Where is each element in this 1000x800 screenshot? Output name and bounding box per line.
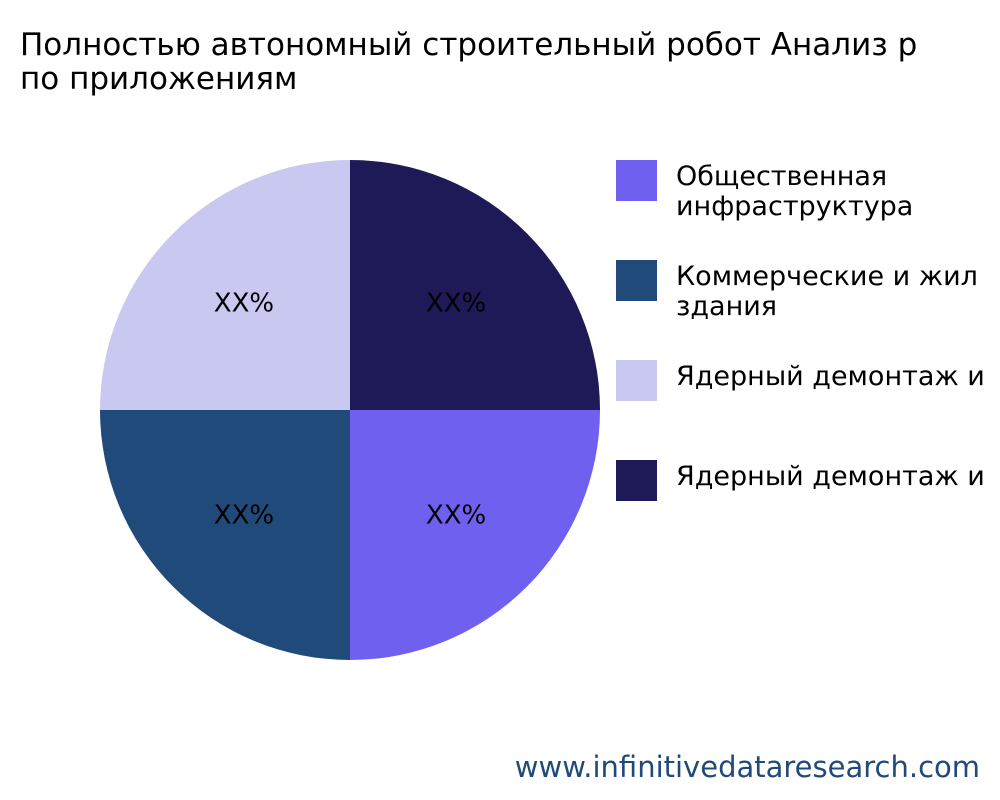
legend-label: Коммерческие и жил здания (676, 261, 978, 322)
data-label: XX% (214, 288, 274, 318)
legend-label: Ядерный демонтаж и (676, 361, 985, 392)
pie-slice (100, 410, 350, 660)
data-label: XX% (426, 501, 486, 531)
pie-slice (350, 160, 600, 410)
legend-swatch (616, 160, 657, 201)
legend-swatch (616, 260, 657, 301)
legend-item: Общественная инфраструктура (616, 160, 1000, 260)
legend-item: Ядерный демонтаж и (616, 360, 1000, 460)
chart: XX% XX% XX% XX% (100, 160, 600, 660)
legend-swatch (616, 360, 657, 401)
legend-label: Ядерный демонтаж и (676, 461, 985, 492)
data-label: XX% (214, 501, 274, 531)
chart-title: Полностью автономный строительный робот … (20, 28, 917, 96)
legend: Общественная инфраструктура Коммерческие … (616, 160, 1000, 560)
legend-swatch (616, 460, 657, 501)
title-line: Полностью автономный строительный робот … (20, 27, 918, 63)
legend-item: Коммерческие и жил здания (616, 260, 1000, 360)
legend-item: Ядерный демонтаж и (616, 460, 1000, 560)
pie-slice (100, 160, 350, 410)
pie-slice (350, 410, 600, 660)
title-line: по приложениям (20, 61, 298, 97)
source: www.infinitivedataresearch.com (514, 750, 980, 784)
data-label: XX% (426, 288, 486, 318)
legend-label: Общественная инфраструктура (676, 161, 914, 222)
